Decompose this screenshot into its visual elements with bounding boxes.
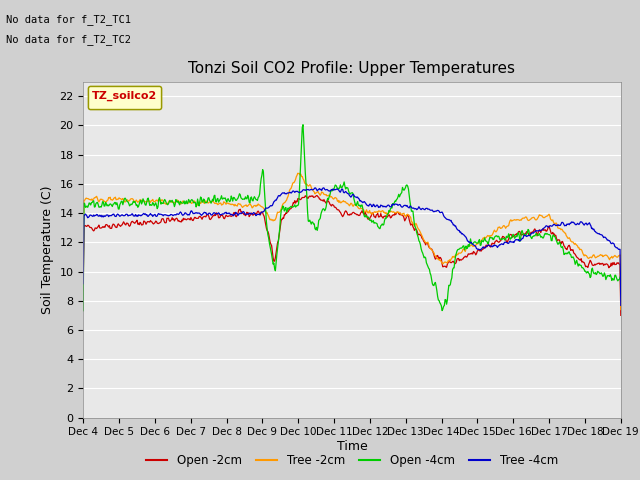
Y-axis label: Soil Temperature (C): Soil Temperature (C) bbox=[41, 185, 54, 314]
Tree -2cm bbox=[79, 270, 87, 276]
Legend:  bbox=[88, 86, 161, 109]
Line: Open -2cm: Open -2cm bbox=[83, 195, 621, 315]
Tree -2cm bbox=[418, 233, 426, 239]
Open -2cm bbox=[227, 214, 235, 219]
Tree -2cm bbox=[89, 196, 97, 202]
Open -2cm bbox=[199, 215, 207, 220]
Open -4cm bbox=[199, 199, 207, 205]
Open -4cm bbox=[299, 122, 307, 128]
Line: Tree -4cm: Tree -4cm bbox=[83, 188, 621, 305]
Tree -2cm bbox=[294, 170, 301, 176]
Text: No data for f_T2_TC2: No data for f_T2_TC2 bbox=[6, 34, 131, 45]
Tree -2cm bbox=[434, 255, 442, 261]
Open -2cm bbox=[313, 192, 321, 198]
Tree -4cm bbox=[311, 185, 319, 191]
Tree -2cm bbox=[199, 198, 207, 204]
Open -2cm bbox=[418, 235, 426, 241]
Open -4cm bbox=[145, 195, 152, 201]
Open -4cm bbox=[89, 198, 97, 204]
Open -4cm bbox=[227, 193, 235, 199]
Tree -4cm bbox=[617, 302, 625, 308]
Tree -2cm bbox=[617, 307, 625, 312]
Open -2cm bbox=[434, 252, 442, 258]
Open -2cm bbox=[617, 312, 625, 318]
Tree -4cm bbox=[418, 206, 426, 212]
Open -2cm bbox=[79, 288, 87, 293]
Tree -4cm bbox=[145, 214, 152, 219]
Tree -4cm bbox=[199, 211, 207, 217]
Tree -2cm bbox=[227, 202, 235, 207]
Open -4cm bbox=[79, 308, 87, 313]
Open -4cm bbox=[418, 249, 426, 254]
Tree -2cm bbox=[145, 198, 152, 204]
Text: No data for f_T2_TC1: No data for f_T2_TC1 bbox=[6, 14, 131, 25]
Open -4cm bbox=[434, 293, 442, 299]
Tree -4cm bbox=[89, 214, 97, 219]
Open -2cm bbox=[145, 219, 152, 225]
Title: Tonzi Soil CO2 Profile: Upper Temperatures: Tonzi Soil CO2 Profile: Upper Temperatur… bbox=[189, 61, 515, 76]
Line: Tree -2cm: Tree -2cm bbox=[83, 173, 621, 310]
Legend: Open -2cm, Tree -2cm, Open -4cm, Tree -4cm: Open -2cm, Tree -2cm, Open -4cm, Tree -4… bbox=[141, 449, 563, 472]
X-axis label: Time: Time bbox=[337, 440, 367, 453]
Line: Open -4cm: Open -4cm bbox=[83, 125, 621, 311]
Tree -4cm bbox=[227, 211, 235, 217]
Tree -4cm bbox=[434, 207, 442, 213]
Open -2cm bbox=[89, 228, 97, 233]
Open -4cm bbox=[617, 273, 625, 279]
Tree -4cm bbox=[79, 281, 87, 287]
